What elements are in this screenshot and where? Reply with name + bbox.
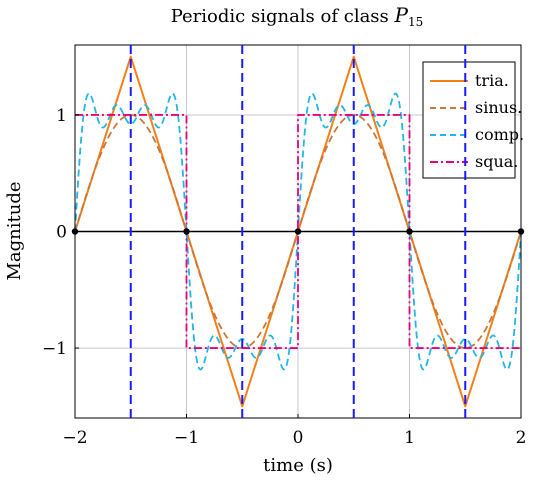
chart-title-text: Periodic signals of class	[171, 6, 389, 27]
data-point	[406, 228, 413, 235]
data-point	[183, 228, 190, 235]
chart-title: Periodic signals of class P15	[171, 3, 424, 29]
x-axis-label: time (s)	[263, 455, 333, 476]
chart-title-symbol: P	[394, 3, 409, 27]
x-tick-label: 0	[293, 428, 304, 448]
y-tick-label: −1	[42, 339, 67, 359]
x-tick-label: 2	[516, 428, 527, 448]
legend: tria. sinus. comp. squa.	[422, 61, 524, 179]
legend-label: comp.	[475, 125, 524, 144]
chart-title-subscript: 15	[408, 15, 423, 29]
y-axis-label: Magnitude	[4, 181, 25, 280]
legend-label: squa.	[475, 152, 518, 171]
legend-label: sinus.	[475, 98, 522, 117]
x-tick-label: −1	[174, 428, 199, 448]
plot-frame	[74, 44, 522, 419]
y-tick-label: 1	[56, 106, 67, 126]
legend-label: tria.	[475, 71, 509, 90]
y-tick-label: 0	[56, 223, 67, 243]
data-point	[294, 228, 302, 235]
x-tick-label: 1	[404, 428, 415, 448]
vertical-markers	[129, 45, 467, 418]
x-tick-label: −2	[62, 428, 87, 448]
